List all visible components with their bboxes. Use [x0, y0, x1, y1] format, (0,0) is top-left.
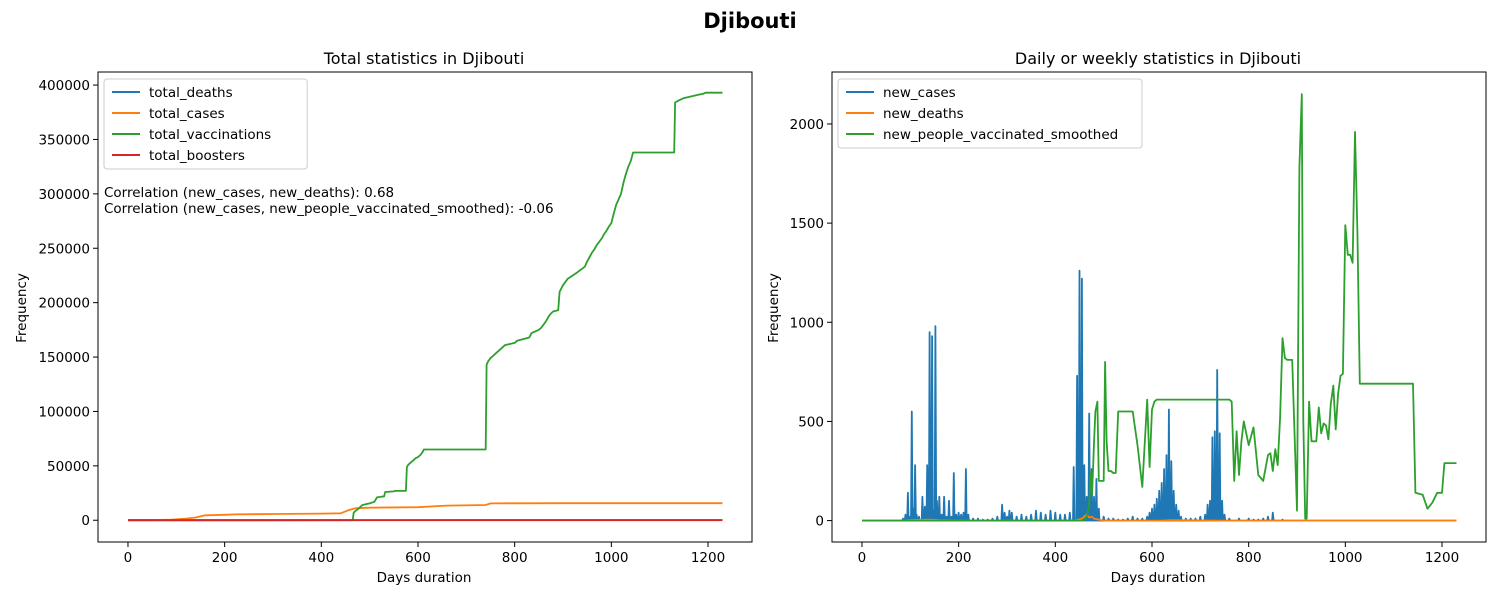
x-tick-label: 200 — [946, 550, 972, 566]
x-axis-label: Days duration — [1111, 570, 1206, 586]
chart-title: Total statistics in Djibouti — [323, 49, 525, 68]
y-tick-label: 400000 — [38, 78, 90, 94]
x-tick-label: 0 — [858, 550, 867, 566]
x-tick-label: 1200 — [1425, 550, 1459, 566]
legend-label: total_cases — [149, 106, 225, 122]
legend-label: new_people_vaccinated_smoothed — [883, 127, 1118, 143]
daily-statistics-chart: Daily or weekly statistics in Djibouti D… — [766, 49, 1487, 586]
y-tick-label: 50000 — [47, 459, 90, 475]
series-line-total-cases — [128, 502, 723, 522]
y-tick-label: 500 — [798, 414, 824, 430]
y-axis-label: Frequency — [14, 273, 30, 343]
legend-label: new_cases — [883, 85, 956, 101]
plot-area-frame — [97, 71, 753, 543]
y-tick-label: 300000 — [38, 187, 90, 203]
y-tick-label: 1500 — [790, 216, 824, 232]
x-tick-label: 600 — [405, 550, 431, 566]
y-tick-label: 200000 — [38, 296, 90, 312]
x-tick-label: 1200 — [691, 550, 725, 566]
x-tick-label: 200 — [212, 550, 238, 566]
x-tick-label: 400 — [308, 550, 334, 566]
y-tick-label: 250000 — [38, 241, 90, 257]
plot-area-frame — [831, 71, 1487, 543]
legend: total_deaths total_cases total_vaccination… — [103, 78, 308, 170]
x-tick-label: 600 — [1139, 550, 1165, 566]
legend: new_cases new_deaths new_people_vaccinated… — [837, 78, 1143, 149]
x-tick-label: 800 — [1236, 550, 1262, 566]
legend-box — [103, 78, 308, 170]
y-axis-label: Frequency — [766, 273, 782, 343]
y-tick-label: 350000 — [38, 132, 90, 148]
legend-box — [837, 78, 1143, 149]
series-line-total-vaccinations — [128, 91, 723, 522]
x-tick-label: 0 — [124, 550, 133, 566]
legend-label: total_vaccinations — [149, 127, 271, 143]
legend-label: total_boosters — [149, 148, 245, 164]
y-tick-label: 1000 — [790, 315, 824, 331]
y-tick-label: 100000 — [38, 404, 90, 420]
total-statistics-chart: Total statistics in Djibouti Days durati… — [14, 49, 753, 586]
x-tick-label: 1000 — [1328, 550, 1362, 566]
y-tick-label: 2000 — [790, 117, 824, 133]
legend-label: total_deaths — [149, 85, 233, 101]
x-tick-label: 1000 — [594, 550, 628, 566]
series-line-new-cases — [862, 269, 1457, 522]
correlation-annotation: Correlation (new_cases, new_deaths): 0.6… — [104, 185, 394, 201]
y-tick-label: 0 — [81, 513, 90, 529]
x-tick-label: 400 — [1042, 550, 1068, 566]
legend-label: new_deaths — [883, 106, 964, 122]
correlation-annotation: Correlation (new_cases, new_people_vacci… — [104, 201, 554, 217]
x-tick-label: 800 — [502, 550, 528, 566]
series-line-new-people-vaccinated-smoothed — [862, 93, 1457, 522]
y-tick-label: 0 — [815, 514, 824, 530]
chart-title: Daily or weekly statistics in Djibouti — [1015, 49, 1301, 68]
figure-title: Djibouti — [703, 9, 796, 33]
x-axis-label: Days duration — [377, 570, 472, 586]
y-tick-label: 150000 — [38, 350, 90, 366]
